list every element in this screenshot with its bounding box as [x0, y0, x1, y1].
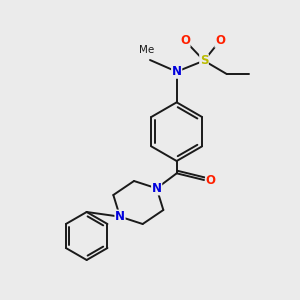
- Text: O: O: [180, 34, 190, 47]
- Text: S: S: [200, 54, 208, 67]
- Text: O: O: [206, 173, 216, 187]
- Text: O: O: [215, 34, 225, 47]
- Text: N: N: [115, 210, 125, 223]
- Text: Me: Me: [139, 45, 154, 55]
- Text: N: N: [172, 65, 182, 78]
- Text: N: N: [152, 182, 162, 195]
